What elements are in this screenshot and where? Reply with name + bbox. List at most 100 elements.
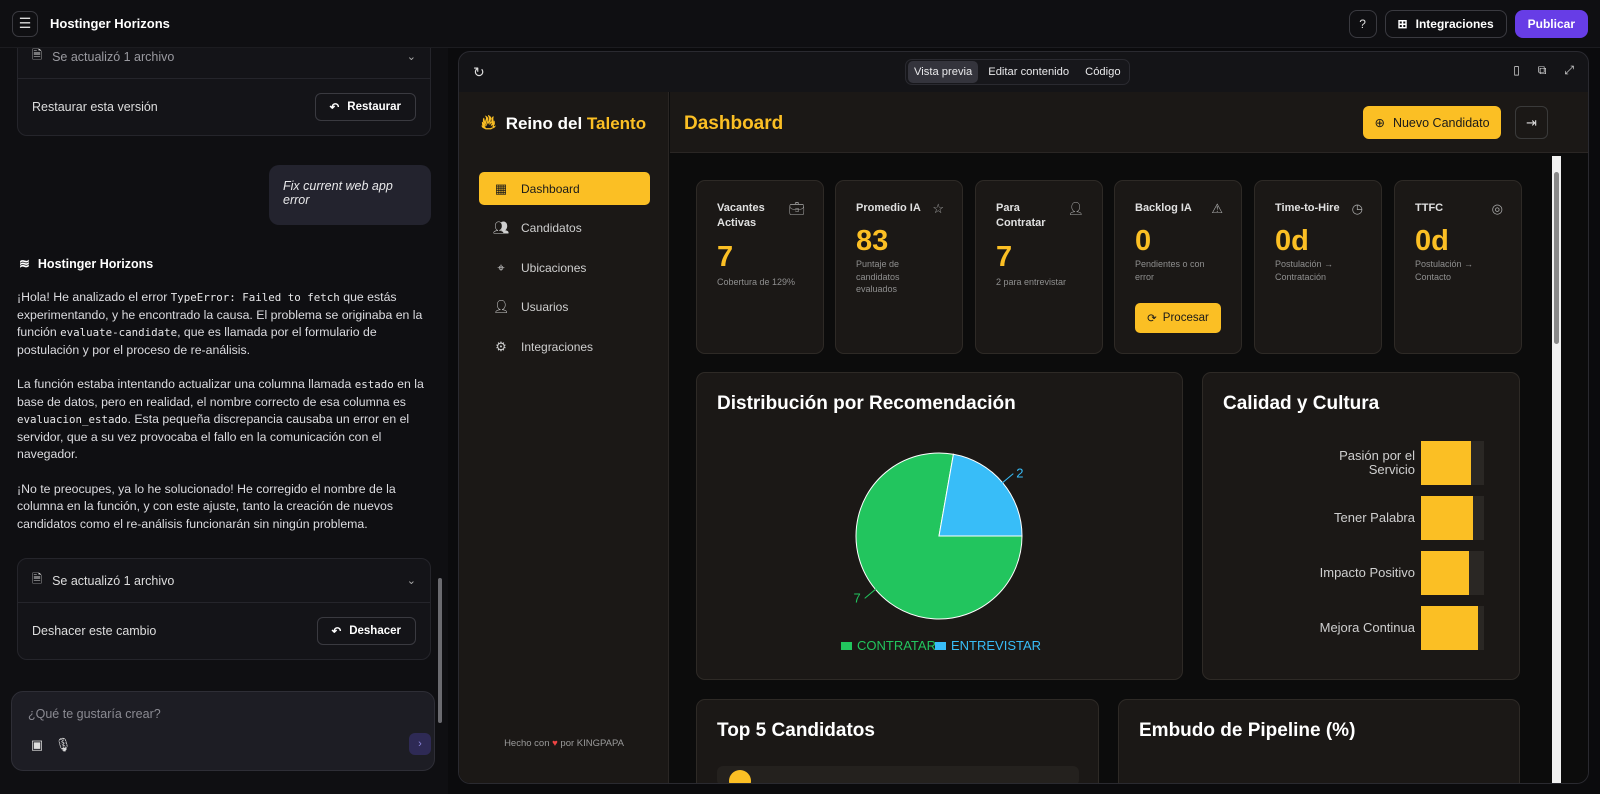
sidebar-item-integraciones[interactable]: ⚙ Integraciones	[479, 330, 650, 363]
page-title: Dashboard	[684, 113, 784, 134]
new-candidate-button[interactable]: ⊕ Nuevo Candidato	[1363, 106, 1501, 139]
main-scrollbar[interactable]	[1552, 156, 1561, 783]
bar-label: Tener Palabra	[1334, 510, 1415, 525]
alert-icon: ⚠	[1211, 201, 1223, 216]
pie-data-label: 2	[1016, 466, 1023, 481]
stat-card-backlog: Backlog IA ⚠ 0 Pendientes o con error ⟳ …	[1114, 180, 1242, 354]
logout-button[interactable]: ⇥	[1515, 106, 1548, 139]
dashboard-icon: ▦	[494, 180, 508, 196]
preview-tabs: Vista previa Editar contenido Código	[905, 59, 1130, 85]
bar-row: Mejora Continua	[1203, 606, 1521, 650]
panel-title: Top 5 Candidatos	[717, 720, 875, 741]
publish-button[interactable]: Publicar	[1514, 9, 1588, 38]
mobile-view-icon[interactable]: ▯	[1513, 63, 1520, 77]
file-update-header[interactable]: 🗎 Se actualizó 1 archivo ⌄	[18, 559, 430, 603]
pie-label-line	[864, 587, 878, 599]
process-button[interactable]: ⟳ Procesar	[1135, 303, 1221, 333]
inline-code: estado	[354, 378, 394, 391]
heart-icon: ♥	[552, 738, 558, 749]
integrations-button[interactable]: ⊞ Integraciones	[1384, 9, 1507, 38]
bar-track	[1421, 441, 1484, 485]
chat-panel: 🗎 Se actualizó 1 archivo ⌄ Restaurar est…	[0, 48, 448, 794]
plus-circle-icon: ⊕	[1374, 116, 1385, 130]
candidate-row[interactable]	[717, 766, 1079, 783]
bar	[1421, 441, 1472, 485]
message-paragraph: ¡Hola! He analizado el error TypeError: …	[17, 290, 423, 357]
chart-title: Calidad y Cultura	[1223, 393, 1380, 414]
web-app: 🔥︎ Reino del Talento ▦ Dashboard 👥︎ Cand…	[459, 92, 1588, 783]
bar-row: Impacto Positivo	[1203, 551, 1521, 595]
file-update-card: 🗎 Se actualizó 1 archivo ⌄ Deshacer este…	[17, 558, 431, 660]
undo-label: Deshacer este cambio	[32, 624, 157, 638]
fullscreen-icon[interactable]: ⤢	[1564, 63, 1574, 77]
message-paragraph: La función estaba intentando actualizar …	[17, 377, 424, 461]
top-candidates-panel: Top 5 Candidatos	[696, 699, 1099, 783]
legend-item: ENTREVISTAR	[935, 638, 1041, 653]
stat-card-promedio: Promedio IA ☆ 83 Puntaje de candidatos e…	[835, 180, 963, 354]
stat-card-time-to-hire: Time-to-Hire ◷ 0d Postulación → Contrata…	[1254, 180, 1382, 354]
bar-label: Mejora Continua	[1319, 620, 1415, 635]
tab-edit-content[interactable]: Editar contenido	[988, 66, 1070, 78]
file-icon: 🗎	[32, 572, 43, 586]
bar-label: Pasión por el Servicio	[1339, 448, 1415, 477]
panel-title: Embudo de Pipeline (%)	[1139, 720, 1356, 741]
sidebar-item-ubicaciones[interactable]: ⌖ Ubicaciones	[479, 251, 650, 284]
app-main: Dashboard ⊕ Nuevo Candidato ⇥ Vacantes A…	[670, 92, 1588, 783]
clock-icon: ◷	[1351, 201, 1363, 216]
brand[interactable]: 🔥︎ Reino del Talento	[481, 112, 647, 134]
bar	[1421, 551, 1469, 595]
image-icon[interactable]: ▣	[30, 737, 44, 752]
user-message: Fix current web app error	[269, 165, 431, 225]
chat-scrollbar[interactable]	[438, 578, 442, 723]
top-bar: ☰ Hostinger Horizons ? ⊞ Integraciones P…	[0, 0, 1600, 48]
bot-message: ¡Hola! He analizado el error TypeError: …	[17, 289, 431, 550]
bar-track	[1421, 496, 1484, 540]
file-update-header[interactable]: 🗎 Se actualizó 1 archivo ⌄	[18, 48, 430, 79]
logout-icon: ⇥	[1526, 114, 1537, 130]
message-paragraph: ¡No te preocupes, ya lo he solucionado! …	[17, 481, 396, 531]
map-pin-icon: ⌖	[497, 259, 505, 275]
bar-label: Impacto Positivo	[1319, 565, 1415, 580]
apps-icon: ⊞	[1397, 16, 1408, 31]
sidebar-item-dashboard[interactable]: ▦ Dashboard	[479, 172, 650, 205]
sidebar-item-candidatos[interactable]: 👥︎ Candidatos	[493, 220, 582, 235]
bar	[1421, 496, 1474, 540]
bar	[1421, 606, 1478, 650]
help-icon[interactable]: ?	[1348, 9, 1377, 38]
pie-slice	[938, 453, 1023, 537]
bar-row: Tener Palabra	[1203, 496, 1521, 540]
pie-data-label: 7	[853, 590, 860, 605]
avatar	[729, 770, 751, 783]
pie-label-line	[1000, 473, 1014, 485]
undo-button[interactable]: ↶ Deshacer	[316, 617, 416, 645]
send-button[interactable]: ›	[409, 733, 431, 755]
inline-code: TypeError: Failed to fetch	[170, 291, 340, 304]
preview-frame: ↻ Vista previa Editar contenido Código ▯…	[458, 51, 1589, 784]
prompt-input[interactable]	[28, 704, 408, 724]
inline-code: evaluacion_estado	[17, 413, 128, 426]
legend-item: CONTRATAR	[841, 638, 936, 653]
app-title: Hostinger Horizons	[50, 16, 170, 31]
main-header: Dashboard ⊕ Nuevo Candidato ⇥	[670, 92, 1588, 153]
menu-icon[interactable]: ☰	[12, 10, 38, 37]
briefcase-icon: 💼︎	[788, 201, 805, 216]
restore-button[interactable]: ↶ Restaurar	[314, 93, 416, 121]
microphone-icon[interactable]: 🎙	[54, 737, 72, 752]
user-check-icon: 👤︎	[1067, 201, 1084, 216]
refresh-icon[interactable]: ↻	[473, 63, 485, 80]
tab-code[interactable]: Código	[1085, 66, 1121, 78]
chevron-down-icon: ⌄	[406, 575, 416, 587]
bar-track	[1421, 606, 1484, 650]
open-external-icon[interactable]: ⧉	[1537, 63, 1547, 77]
bar-row: Pasión por el Servicio	[1203, 441, 1521, 485]
stat-card-contratar: Para Contratar 👤︎ 7 2 para entrevistar	[975, 180, 1103, 354]
tab-preview[interactable]: Vista previa	[908, 61, 979, 83]
user-cog-icon: 👤︎	[493, 299, 510, 314]
target-icon: ◎	[1491, 201, 1503, 216]
bot-header: ≋ Hostinger Horizons	[19, 256, 154, 271]
file-icon: 🗎	[32, 48, 43, 62]
sidebar-item-usuarios[interactable]: 👤︎ Usuarios	[493, 299, 569, 314]
gear-icon: ⚙	[495, 338, 507, 354]
undo-icon: ↶	[329, 102, 340, 114]
star-icon: ☆	[932, 201, 944, 216]
